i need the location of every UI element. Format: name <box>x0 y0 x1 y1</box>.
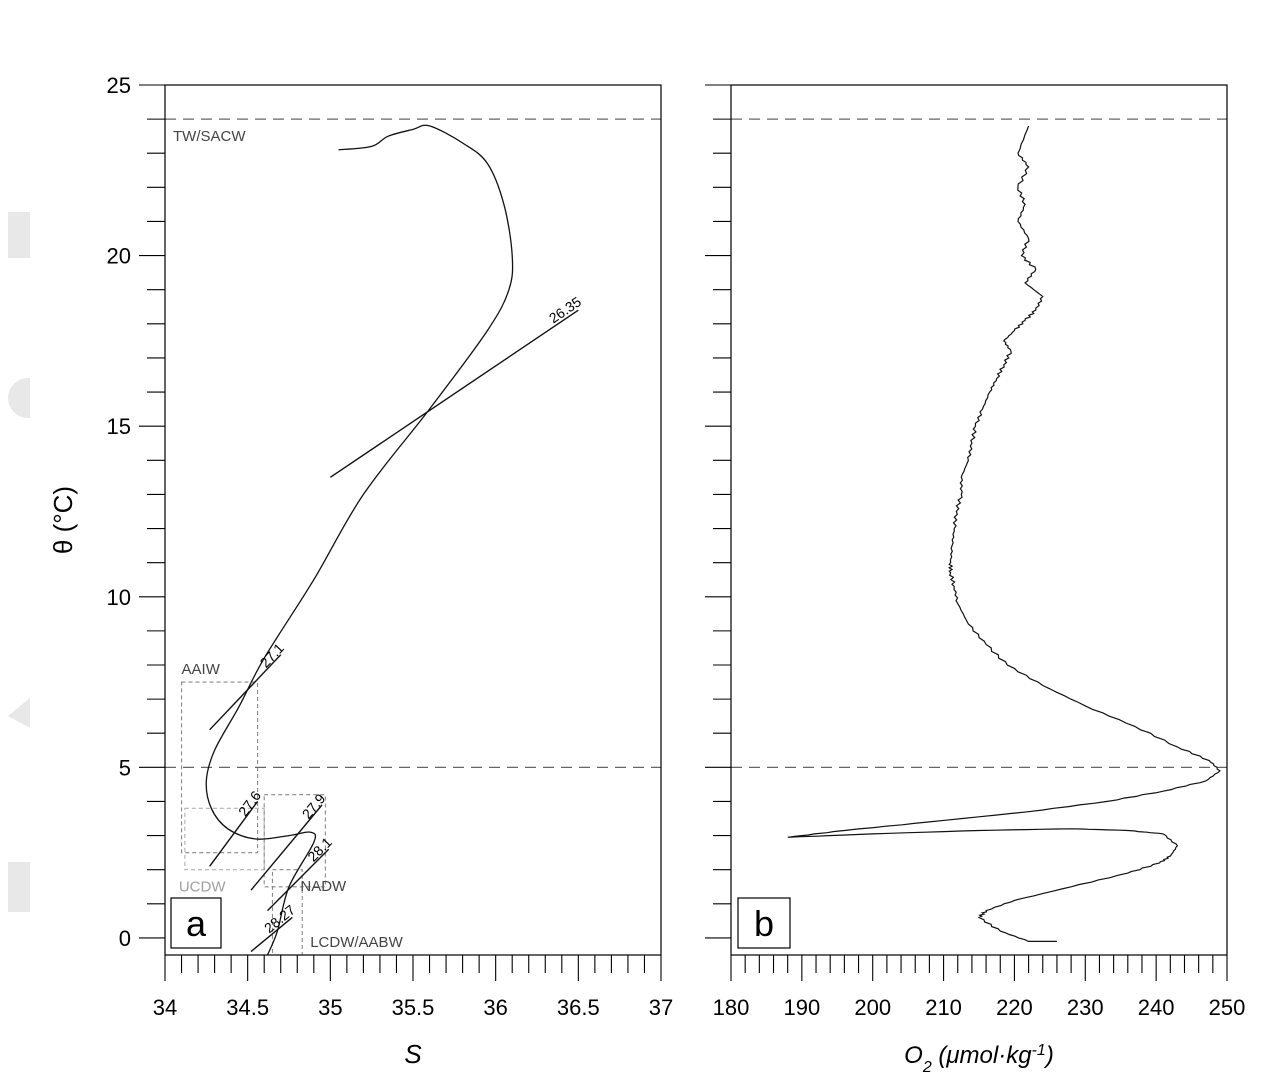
isopycnal-line <box>329 309 579 478</box>
isopycnal-label: 27.6 <box>235 788 264 820</box>
y-axis-a-tick-label: 25 <box>107 73 131 98</box>
y-axis-label-a: θ (°C) <box>48 486 78 554</box>
y-axis-a-tick-label: 20 <box>107 244 131 269</box>
isopycnal-line <box>250 916 293 953</box>
y-axis-a: 0 5 10 15 20 25 <box>107 73 165 951</box>
isopycnal-lines <box>209 309 579 953</box>
left-edge-artifact-4 <box>8 862 30 912</box>
x-axis-b-tick-label: 180 <box>713 995 750 1020</box>
isopycnal-line <box>267 848 330 912</box>
x-axis-b-tick-label: 230 <box>1067 995 1104 1020</box>
isopycnal-label: 26.35 <box>546 293 584 326</box>
left-edge-artifact-2 <box>8 378 30 418</box>
left-edge-artifact-1 <box>8 212 30 258</box>
x-axis-a-tick-label: 36 <box>483 995 507 1020</box>
panel-b: 180 190 200 210 220 230 240 250 O2 (μmol·kg-1) … <box>705 84 1246 1076</box>
oxygen-profile <box>787 125 1221 942</box>
x-axis-b-tick-label: 240 <box>1138 995 1175 1020</box>
boundary-lines-b <box>731 118 1227 769</box>
water-mass-label: UCDW <box>179 879 226 896</box>
plot-frame-a <box>164 84 662 956</box>
panel-label-a: a <box>186 903 207 944</box>
isopycnal-line <box>250 804 323 891</box>
panel-label-b: b <box>754 903 774 944</box>
x-axis-a-tick-label: 35 <box>318 995 342 1020</box>
water-mass-label: AAIW <box>182 661 221 678</box>
x-axis-label-a: S <box>404 1039 422 1069</box>
isopycnal-label: 27.1 <box>257 640 287 671</box>
isopycnal-label: 28.27 <box>261 901 298 936</box>
x-axis-a-tick-label: 34.5 <box>226 995 269 1020</box>
x-axis-a-tick-label: 37 <box>649 995 673 1020</box>
x-axis-a-tick-label: 36.5 <box>557 995 600 1020</box>
boundary-label: TW/SACW <box>173 128 246 145</box>
x-axis-a-tick-label: 34 <box>153 995 177 1020</box>
ts-curve <box>205 124 514 955</box>
panel-label-box-a <box>170 897 222 949</box>
x-axis-b: 180 190 200 210 220 230 240 250 <box>713 955 1246 1020</box>
water-mass-label: LCDW/AABW <box>310 934 403 951</box>
x-axis-label-b: O2 (μmol·kg-1) <box>904 1042 1054 1076</box>
x-axis-b-tick-label: 250 <box>1209 995 1246 1020</box>
x-axis-b-tick-label: 210 <box>925 995 962 1020</box>
x-axis-b-tick-label: 190 <box>783 995 820 1020</box>
isopycnal-line <box>209 654 282 731</box>
water-mass-label: NADW <box>300 878 347 895</box>
water-mass-box <box>263 794 326 888</box>
y-axis-a-tick-label: 5 <box>119 755 131 780</box>
y-axis-a-tick-label: 0 <box>119 926 131 951</box>
plot-frame-b <box>730 84 1228 956</box>
x-axis-a-tick-label: 35.5 <box>392 995 435 1020</box>
y-axis-a-tick-label: 15 <box>107 414 131 439</box>
x-axis-b-tick-label: 220 <box>996 995 1033 1020</box>
isopycnal-line <box>209 801 259 867</box>
y-axis-a-tick-label: 10 <box>107 585 131 610</box>
boundary-lines <box>165 118 661 769</box>
isopycnal-label: 28.1 <box>304 834 335 865</box>
x-axis-a: 34 34.5 35 35.5 36 36.5 37 <box>153 955 673 1020</box>
y-axis-b <box>705 84 731 939</box>
panel-label-box-b <box>737 897 791 949</box>
x-axis-b-tick-label: 200 <box>854 995 891 1020</box>
